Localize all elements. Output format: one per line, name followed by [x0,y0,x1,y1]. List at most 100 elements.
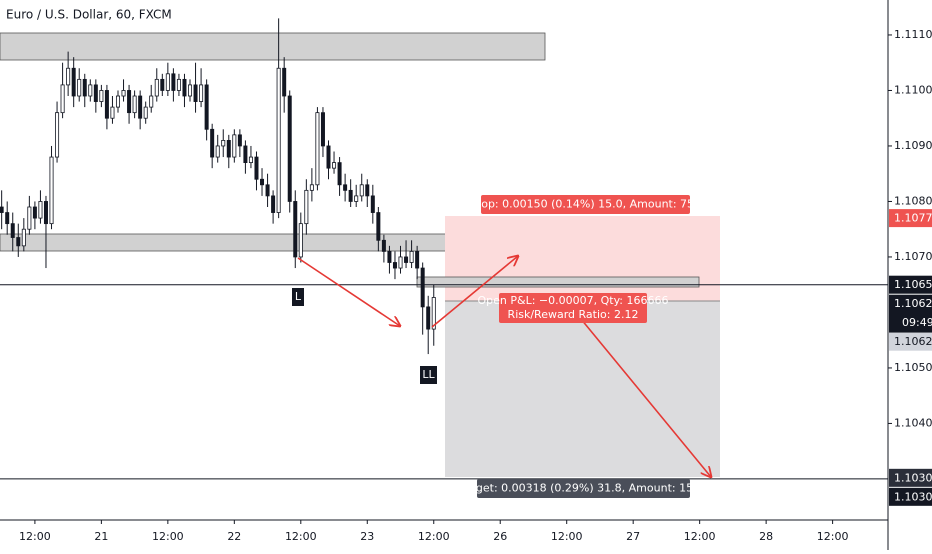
candle-body [60,84,65,114]
candle-body [193,84,198,102]
candle-body [293,201,298,258]
pivot-label: LL [422,368,435,381]
label-bg [420,366,437,384]
candle-body [276,67,281,213]
candle-body [381,239,386,252]
y-tick-label: 1.11000 [894,83,932,96]
x-tick-label: 26 [493,530,507,543]
candle-body [49,156,54,225]
price-label-bg [889,209,932,228]
x-tick-label: 12:00 [285,530,317,543]
candle-body [55,112,60,158]
candle-body [27,206,32,230]
candle-body [420,267,425,308]
candle-body [0,206,4,213]
candle-body [337,162,342,186]
price-label: 1.10627 [894,297,932,310]
candle-body [431,297,436,330]
candle-body [348,189,353,202]
target-box [477,479,690,498]
candle-body [392,262,397,269]
candle-body [66,67,71,86]
candle-body [32,206,37,219]
price-label: 1.10300 [894,490,932,503]
price-label-bg [889,275,932,294]
pnl-box [499,293,647,323]
stop-box [481,195,690,214]
candle-body [88,84,93,97]
candle-body [287,95,292,202]
price-label-bg [889,468,932,487]
x-tick-label: 23 [360,530,374,543]
candle-body [43,201,48,225]
candle-body [315,112,320,186]
y-tick-label: 1.10800 [894,194,932,207]
candle-body [260,178,265,186]
candle-body [226,140,231,158]
candle-body [232,134,237,158]
candle-body [138,95,143,119]
drawings: L LL Stop: 0.00150 (0.14%) 15.0, Amount:… [292,195,711,498]
candle-body [99,90,104,102]
target-text: Target: 0.00318 (0.29%) 31.8, Amount: 15… [459,482,707,495]
candle-body [171,73,176,91]
candle-body [10,223,15,238]
candle-body [254,156,259,180]
candle-body [5,212,10,225]
candle-body [415,250,420,269]
x-tick-label: 12:00 [817,530,849,543]
price-label-bg [889,294,932,333]
drawings [0,32,888,480]
x-tick-label: 12:00 [684,530,716,543]
candle-body [215,145,220,158]
chart-title: Euro / U.S. Dollar, 60, FXCM [6,8,172,22]
candle-body [265,184,270,197]
candle-body [115,95,120,108]
y-tick-label: 1.11100 [894,28,932,41]
y-tick-label: 1.10900 [894,139,932,152]
price-countdown: 09:49 [902,316,932,329]
candle-body [387,250,392,263]
target-zone [445,301,720,477]
candle-body [82,78,87,97]
stop-zone [445,216,720,301]
candle-body [409,250,414,263]
candle-body [359,184,364,197]
candle-body [326,145,331,169]
candle-body [165,73,170,91]
candle-body [298,223,303,258]
candle-body [93,84,98,102]
x-tick-label: 27 [626,530,640,543]
candle-body [16,237,21,247]
risk-reward-text: Risk/Reward Ratio: 2.12 [508,308,639,321]
pivot-label: L [295,290,302,303]
price-label-bg [889,487,932,506]
candle-body [404,256,409,263]
candle-body [143,106,148,119]
y-tick-label: 1.10500 [894,361,932,374]
candle-body [365,184,370,197]
x-tick-label: 22 [227,530,241,543]
candle-body [343,184,348,191]
x-tick-label: 12:00 [152,530,184,543]
candle-body [71,67,76,97]
candle-body [21,228,26,247]
price-label-bg [889,332,932,351]
y-tick-label: 1.10400 [894,416,932,429]
candle-body [149,95,154,108]
candle-body [248,156,253,164]
candle-body [221,140,226,147]
candle-body [426,306,431,330]
label-bg [292,288,304,306]
candle-body [320,112,325,147]
price-label: 1.10302 [894,471,932,484]
candle-body [127,90,132,114]
arrow [566,301,711,477]
y-tick-label: 1.10700 [894,250,932,263]
candle-body [176,78,181,91]
candle-body [309,184,314,191]
candle-body [282,67,287,97]
x-tick-label: 12:00 [418,530,450,543]
candle-body [121,90,126,97]
